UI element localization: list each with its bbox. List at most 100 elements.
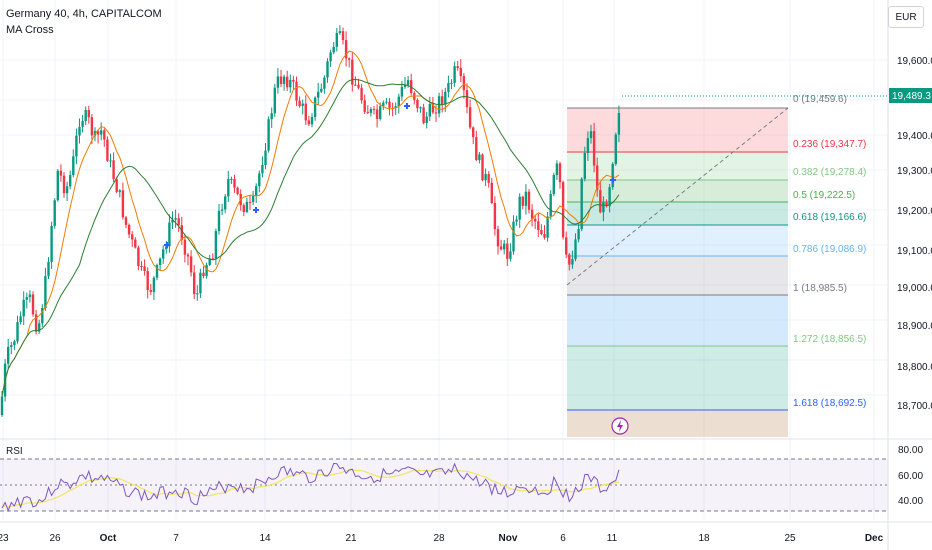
candle-body (614, 134, 617, 164)
candle-body (245, 201, 249, 212)
candle-body (242, 205, 245, 212)
candle-body (124, 217, 128, 225)
rsi-label[interactable]: RSI (6, 446, 23, 457)
candle-body (351, 59, 354, 85)
candle-body (127, 224, 131, 235)
candle-body (267, 119, 270, 151)
candle-body (103, 130, 106, 140)
candle-body (348, 58, 351, 60)
candle-body (152, 277, 156, 292)
candle-body (47, 261, 50, 277)
candle-body (53, 200, 56, 226)
candle-body (177, 218, 180, 226)
candle-body (530, 209, 534, 219)
candle-body (586, 138, 590, 153)
candle-body (118, 190, 121, 192)
candle-body (137, 247, 140, 266)
candle-body (382, 102, 385, 107)
fib-zone (567, 256, 788, 295)
candle-body (140, 265, 143, 267)
candle-body (341, 31, 345, 41)
candle-body (416, 99, 419, 109)
candle-body (543, 234, 546, 238)
candle-body (425, 116, 428, 124)
candle-body (515, 219, 518, 222)
ma-cross-marker (404, 103, 410, 109)
candle-body (16, 322, 19, 342)
candle-body (524, 191, 528, 206)
time-axis-label: 23 (0, 533, 9, 544)
candle-body (230, 178, 233, 180)
candle-body (301, 103, 304, 106)
fib-zone (567, 202, 788, 225)
fib-trend-line (566, 107, 789, 286)
candle-body (546, 216, 549, 238)
candle-body (354, 84, 357, 86)
candle-body (375, 109, 379, 119)
candle-body (307, 120, 311, 125)
candle-body (456, 66, 459, 68)
price-axis-label: 19,200.0 (897, 206, 932, 217)
candle-body (484, 174, 487, 181)
candle-body (580, 178, 583, 230)
fib-zone (567, 180, 788, 202)
candle-body (617, 113, 621, 135)
candle-body (44, 276, 47, 309)
price-axis-label: 18,700.0 (897, 401, 932, 412)
candle-body (143, 266, 146, 272)
candle-body (174, 218, 177, 220)
time-axis-label: 7 (173, 533, 179, 544)
candle-body (205, 264, 208, 277)
candle-body (534, 218, 537, 222)
candle-body (379, 106, 382, 119)
candle-body (100, 130, 103, 135)
candle-body (22, 299, 25, 317)
candle-body (589, 131, 593, 139)
candle-body (109, 160, 112, 162)
candle-body (106, 139, 109, 161)
candle-body (162, 249, 165, 259)
candle-body (208, 258, 211, 265)
candle-body (171, 219, 174, 223)
ma-cross-marker (253, 207, 259, 213)
fib-label: 0.382 (19,278.4) (793, 167, 866, 178)
candle-body (264, 150, 267, 165)
candle-body (503, 243, 506, 250)
candle-body (385, 101, 388, 103)
price-axis-label: 19,400.0 (897, 131, 932, 142)
candle-body (13, 341, 16, 346)
rsi-axis-label: 60.00 (898, 471, 923, 482)
candle-body (270, 113, 273, 120)
time-axis-label: 14 (259, 533, 271, 544)
candle-body (78, 126, 81, 136)
candle-body (310, 116, 314, 125)
candle-body (338, 31, 342, 34)
fib-label: 0.5 (19,222.5) (793, 190, 855, 201)
symbol-title[interactable]: Germany 40, 4h, CAPITALCOM (6, 8, 162, 20)
indicator-label[interactable]: MA Cross (6, 24, 54, 36)
fib-label: 0.618 (19,166.6) (793, 212, 866, 223)
candle-body (295, 81, 298, 101)
candle-body (583, 152, 586, 179)
candle-body (227, 179, 230, 197)
candle-body (472, 127, 475, 138)
candle-body (527, 191, 531, 210)
candle-body (320, 88, 323, 92)
fib-label: 0.786 (19,086.9) (793, 244, 866, 255)
rsi-ma-line (1, 469, 619, 509)
ma-slow-line (1, 78, 620, 397)
candle-body (90, 117, 94, 136)
candle-body (369, 109, 373, 113)
price-axis-label: 19,100.0 (897, 246, 932, 257)
fib-zone (567, 410, 788, 437)
candle-body (50, 225, 53, 262)
currency-button[interactable]: EUR (888, 6, 924, 28)
candle-body (131, 234, 134, 240)
candle-body (31, 294, 35, 315)
candle-body (186, 254, 190, 257)
candle-body (490, 182, 493, 204)
candle-body (158, 258, 162, 265)
candle-body (372, 109, 376, 111)
candle-body (397, 96, 400, 107)
